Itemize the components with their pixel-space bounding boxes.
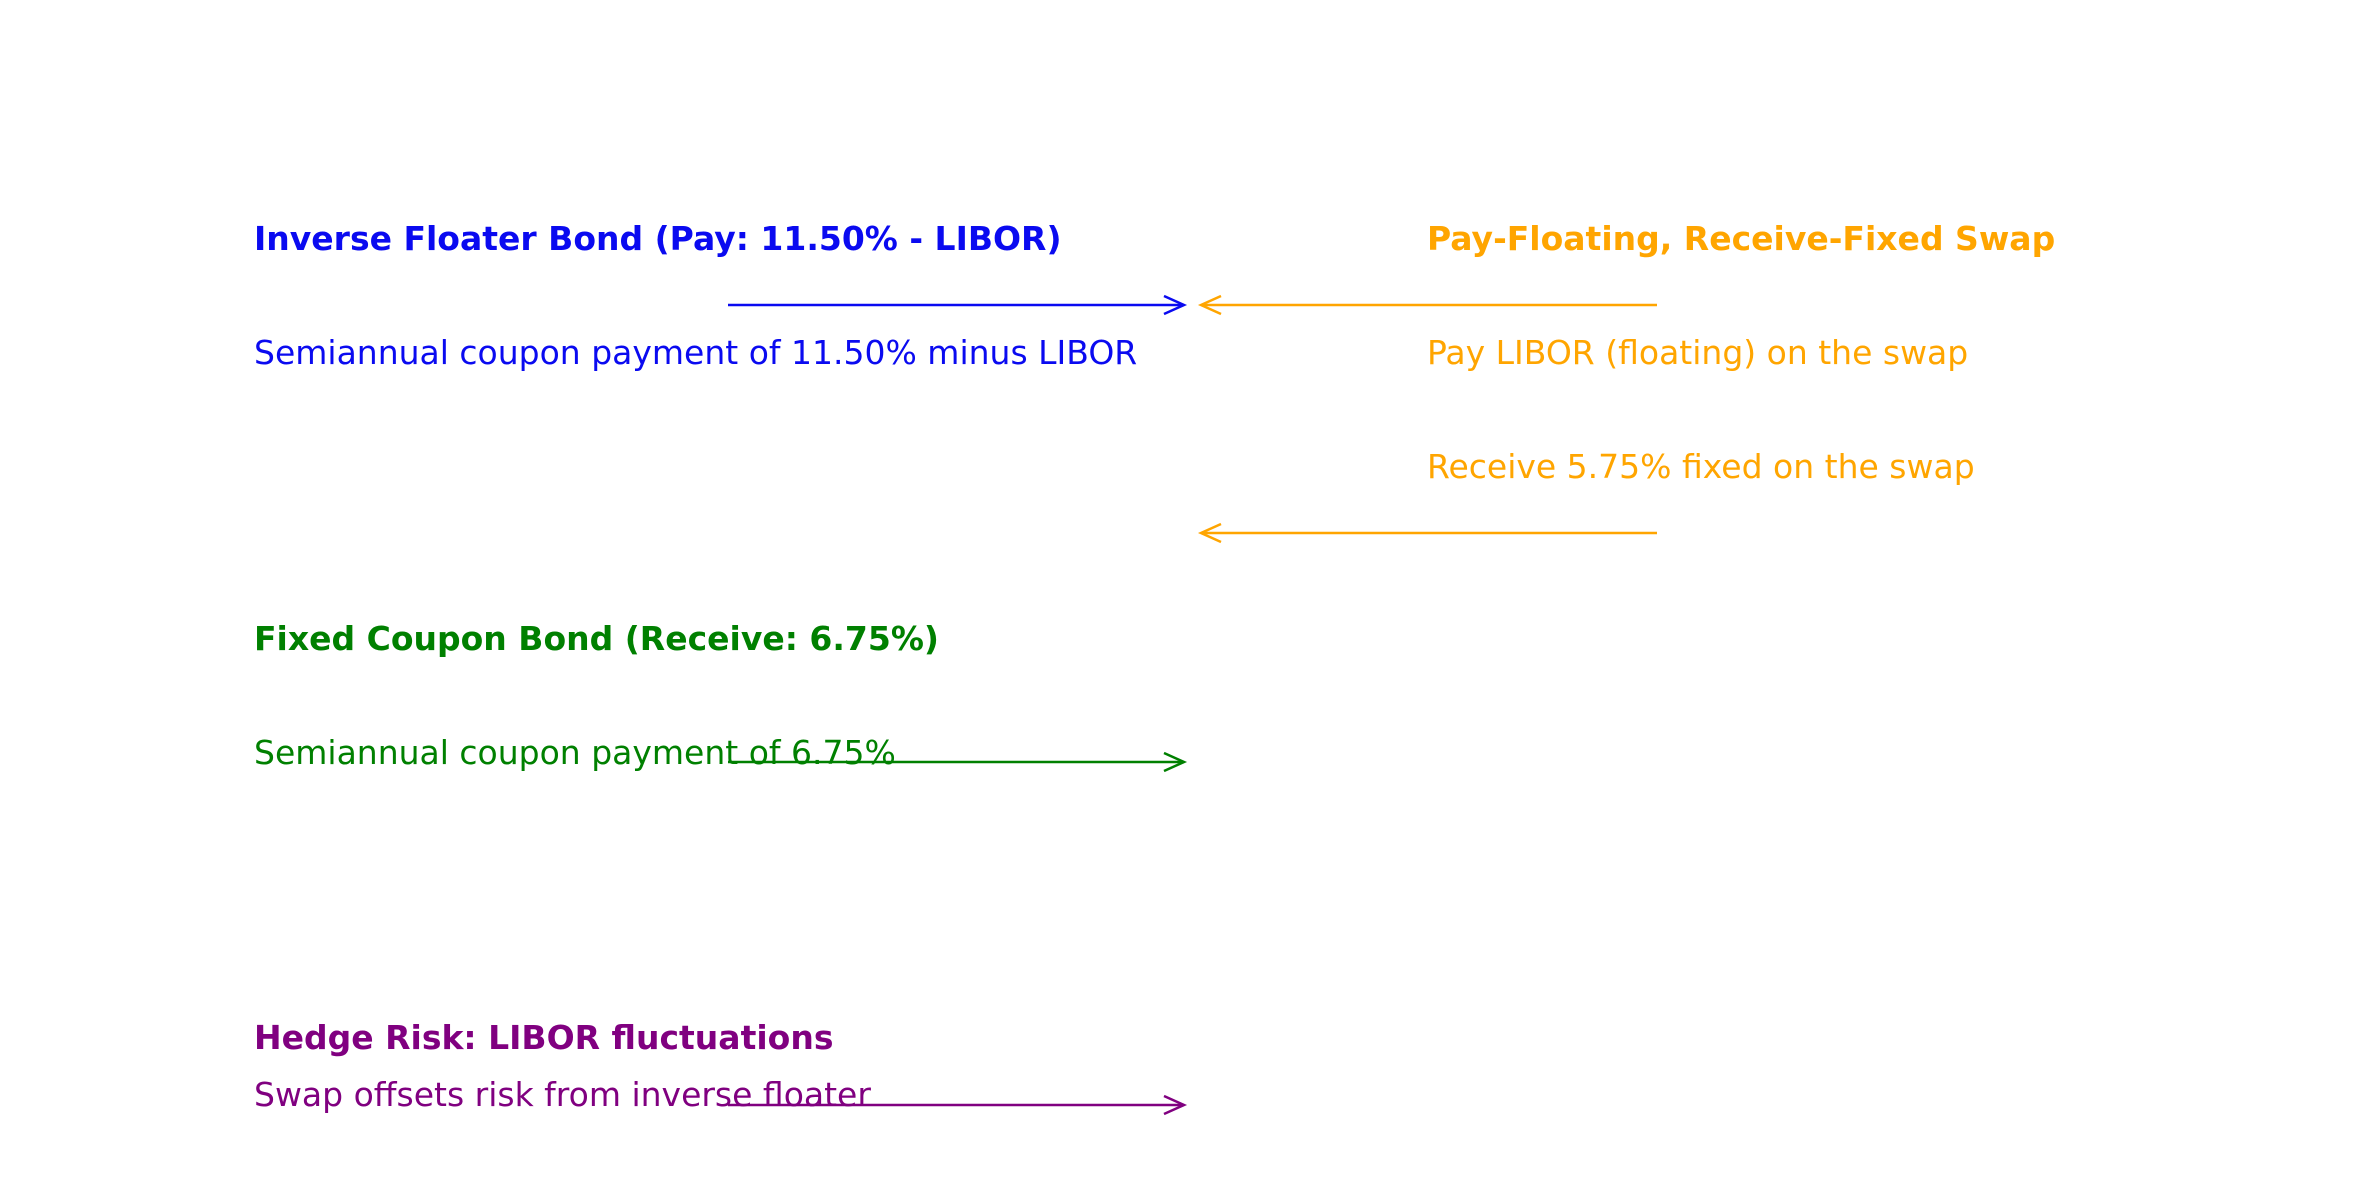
bond-payment-arrow [728,294,1188,316]
swap-receive-arrow [1197,522,1657,544]
inverse-floater-description: Semiannual coupon payment of 11.50% minu… [254,333,1138,372]
swap-receive-text: Receive 5.75% fixed on the swap [1427,447,1975,486]
swap-pay-text: Pay LIBOR (floating) on the swap [1427,333,1969,372]
hedge-arrow [728,1094,1188,1116]
fixed-bond-title: Fixed Coupon Bond (Receive: 6.75%) [254,619,939,658]
fixed-bond-description: Semiannual coupon payment of 6.75% [254,733,896,772]
swap-title: Pay-Floating, Receive-Fixed Swap [1427,219,2056,258]
inverse-floater-title: Inverse Floater Bond (Pay: 11.50% - LIBO… [254,219,1062,258]
fixed-bond-arrow [728,751,1188,773]
hedge-title: Hedge Risk: LIBOR fluctuations [254,1018,834,1057]
swap-pay-arrow [1197,294,1657,316]
